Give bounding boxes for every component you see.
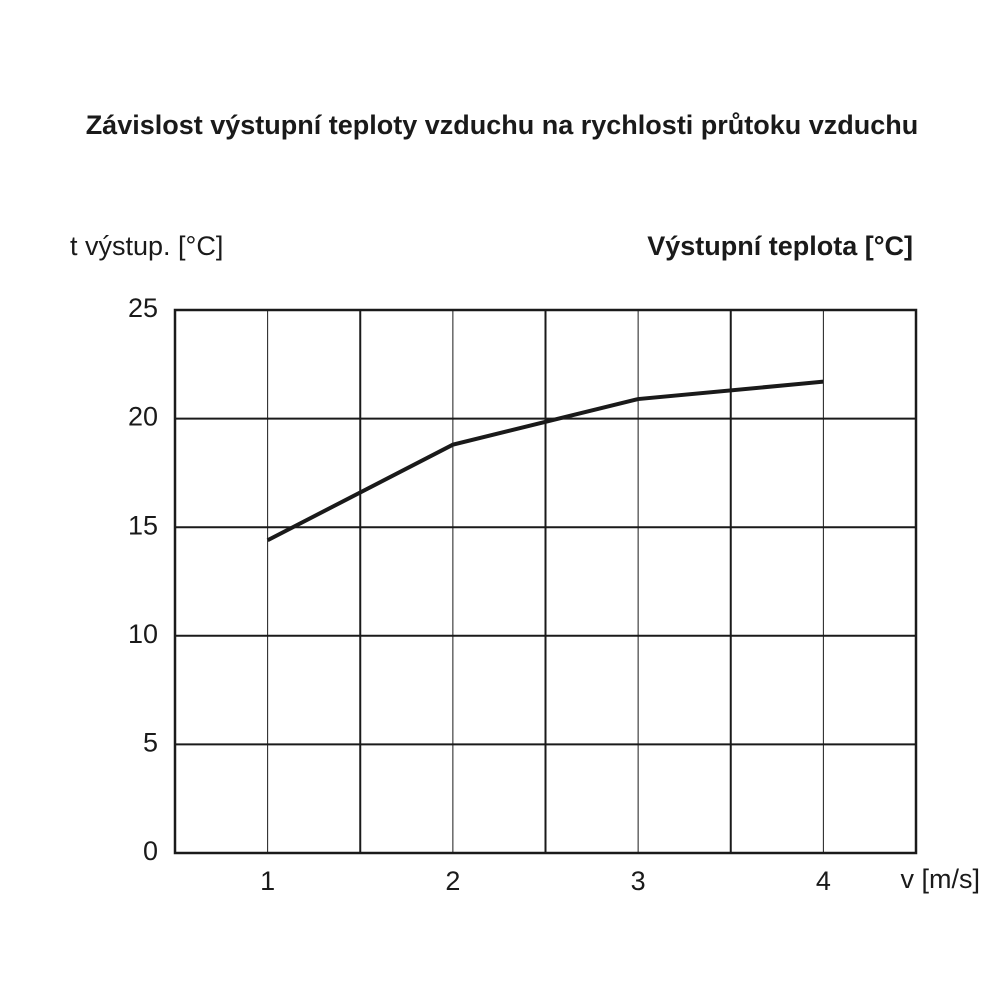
- x-tick-label: 2: [445, 866, 460, 896]
- y-tick-label: 20: [128, 402, 158, 432]
- data-line: [266, 379, 824, 543]
- legend-entry: Výstupní teplota [°C]: [647, 231, 913, 261]
- plot-frame: [173, 308, 918, 855]
- y-tick-label: 0: [143, 836, 158, 866]
- y-tick-label: 25: [128, 293, 158, 323]
- x-tick-label: 1: [260, 866, 275, 896]
- y-tick-label: 5: [143, 728, 158, 758]
- y-tick-label: 10: [128, 619, 158, 649]
- y-axis-label: t výstup. [°C]: [70, 231, 223, 261]
- chart-title: Závislost výstupní teploty vzduchu na ry…: [86, 110, 919, 140]
- x-tick-label: 4: [816, 866, 831, 896]
- x-axis-label: v [m/s]: [901, 864, 981, 894]
- y-tick-label: 15: [128, 510, 158, 540]
- x-tick-label: 3: [631, 866, 646, 896]
